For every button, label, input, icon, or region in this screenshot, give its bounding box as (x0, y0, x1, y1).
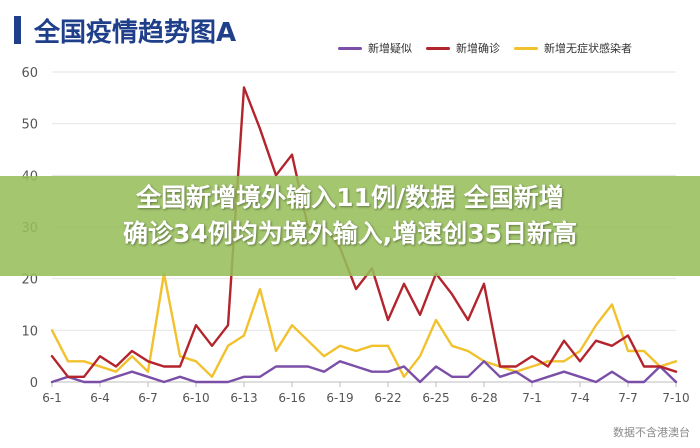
x-tick-label: 6-13 (230, 391, 257, 405)
legend-label-asymptomatic: 新增无症状感染者 (544, 42, 632, 55)
data-note: 数据不含港澳台 (613, 426, 690, 439)
legend-item-confirmed: 新增确诊 (426, 40, 500, 56)
legend-swatch-confirmed (426, 46, 450, 50)
x-tick-label: 7-1 (522, 391, 542, 405)
x-tick-label: 6-25 (422, 391, 449, 405)
headline-line-2: 确诊34例均为境外输入,增速创35日新高 (122, 219, 578, 248)
series-line-confirmed (50, 86, 678, 378)
legend-label-confirmed: 新增确诊 (456, 42, 500, 55)
headline-text: 全国新增境外输入11例/数据 全国新增 确诊34例均为境外输入,增速创35日新高 (0, 180, 700, 252)
x-tick-label: 6-4 (90, 391, 110, 405)
x-tick-label: 6-10 (182, 391, 209, 405)
legend-item-suspected: 新增疑似 (338, 40, 412, 56)
x-tick-label: 7-10 (662, 391, 689, 405)
legend: 新增疑似 新增确诊 新增无症状感染者 (338, 40, 632, 56)
legend-swatch-suspected (338, 46, 362, 50)
x-tick-label: 6-7 (138, 391, 158, 405)
x-tick-label: 6-1 (42, 391, 62, 405)
x-tick-label: 6-22 (374, 391, 401, 405)
x-tick-label: 7-7 (618, 391, 638, 405)
x-tick-label: 6-19 (326, 391, 353, 405)
x-tick-label: 6-28 (470, 391, 497, 405)
legend-label-suspected: 新增疑似 (368, 42, 412, 55)
title-accent-bar (14, 16, 21, 44)
series-line-suspected (50, 360, 678, 384)
legend-swatch-asymptomatic (514, 46, 538, 50)
y-tick-label: 10 (21, 324, 38, 339)
series-line-asymptomatic (50, 272, 678, 378)
headline-banner (0, 176, 700, 276)
x-tick-label: 7-4 (570, 391, 590, 405)
y-tick-label: 20 (21, 273, 38, 288)
x-tick-label: 6-16 (278, 391, 305, 405)
chart-title: 全国疫情趋势图A (34, 18, 237, 48)
headline-line-1: 全国新增境外输入11例/数据 全国新增 (136, 183, 564, 212)
y-tick-label: 0 (30, 376, 38, 391)
legend-item-asymptomatic: 新增无症状感染者 (514, 40, 632, 56)
y-tick-label: 50 (21, 118, 38, 133)
y-tick-label: 60 (21, 66, 38, 81)
